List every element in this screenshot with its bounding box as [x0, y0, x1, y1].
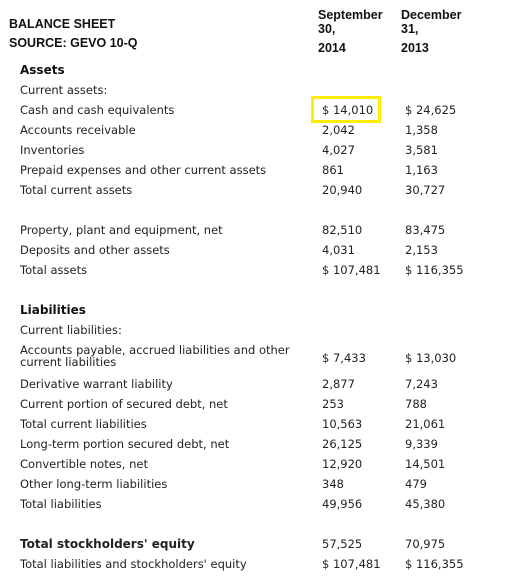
column-header-2014: September 30, 2014	[318, 8, 383, 56]
value-2014: 2,042	[322, 123, 355, 137]
value-2014: $ 107,481	[322, 263, 381, 277]
value-2013: 7,243	[405, 377, 438, 391]
row-label: Deposits and other assets	[20, 243, 170, 257]
value-2014: 20,940	[322, 183, 363, 197]
value-2014: 12,920	[322, 457, 363, 471]
col2-year: 2013	[401, 41, 429, 55]
value-2013: $ 116,355	[405, 557, 464, 571]
value-2014: 4,027	[322, 143, 355, 157]
value-2014: $ 14,010	[322, 103, 374, 117]
title-line-2: SOURCE: GEVO 10-Q	[9, 36, 138, 50]
row-label: Accounts payable, accrued liabilities an…	[20, 343, 290, 369]
value-2014: 49,956	[322, 497, 363, 511]
row-label: Prepaid expenses and other current asset…	[20, 163, 267, 177]
value-2014: 26,125	[322, 437, 363, 451]
value-2013: 83,475	[405, 223, 446, 237]
value-2013: 1,358	[405, 123, 438, 137]
row-label: Total stockholders' equity	[20, 537, 195, 551]
row-label: Total current liabilities	[20, 417, 147, 431]
row-label: Total liabilities	[20, 497, 102, 511]
row-label: Total assets	[20, 263, 88, 277]
value-2014: $ 107,481	[322, 557, 381, 571]
value-2013: 45,380	[405, 497, 446, 511]
row-label: Current liabilities:	[20, 323, 122, 337]
value-2014: 82,510	[322, 223, 363, 237]
value-2013: $ 116,355	[405, 263, 464, 277]
col2-day: 31,	[401, 21, 419, 36]
value-2013: $ 13,030	[405, 351, 457, 365]
value-2014: 348	[322, 477, 344, 491]
value-2013: 21,061	[405, 417, 446, 431]
row-label: Inventories	[20, 143, 85, 157]
value-2013: 9,339	[405, 437, 438, 451]
value-2013: 70,975	[405, 537, 446, 551]
liabilities-heading: Liabilities	[20, 303, 86, 317]
row-label: Other long-term liabilities	[20, 477, 168, 491]
col2-month: December	[401, 8, 462, 22]
value-2013: $ 24,625	[405, 103, 457, 117]
col1-day: 30,	[318, 21, 336, 36]
value-2014: 57,525	[322, 537, 363, 551]
value-2014: 253	[322, 397, 344, 411]
row-label: Total current assets	[20, 183, 133, 197]
value-2014: 2,877	[322, 377, 355, 391]
assets-heading: Assets	[20, 63, 65, 77]
value-2014: $ 7,433	[322, 351, 366, 365]
value-2014: 10,563	[322, 417, 363, 431]
value-2013: 2,153	[405, 243, 438, 257]
row-label: Current portion of secured debt, net	[20, 397, 228, 411]
title-line-1: BALANCE SHEET	[9, 17, 116, 31]
value-2013: 14,501	[405, 457, 446, 471]
value-2013: 1,163	[405, 163, 438, 177]
row-label: Current assets:	[20, 83, 108, 97]
value-2013: 479	[405, 477, 427, 491]
row-label: Long-term portion secured debt, net	[20, 437, 230, 451]
column-header-2013: December 31, 2013	[401, 8, 462, 56]
highlight-box	[311, 96, 381, 123]
value-2014: 861	[322, 163, 344, 177]
col1-year: 2014	[318, 41, 346, 55]
row-label: Convertible notes, net	[20, 457, 148, 471]
value-2013: 788	[405, 397, 427, 411]
row-label: Property, plant and equipment, net	[20, 223, 223, 237]
sheet-title: BALANCE SHEET SOURCE: GEVO 10-Q	[9, 15, 138, 53]
row-label: Cash and cash equivalents	[20, 103, 175, 117]
row-label: Accounts receivable	[20, 123, 136, 137]
row-label: Derivative warrant liability	[20, 377, 173, 391]
row-label: Total liabilities and stockholders' equi…	[20, 557, 247, 571]
value-2014: 4,031	[322, 243, 355, 257]
col1-month: September	[318, 8, 383, 22]
value-2013: 3,581	[405, 143, 438, 157]
value-2013: 30,727	[405, 183, 446, 197]
